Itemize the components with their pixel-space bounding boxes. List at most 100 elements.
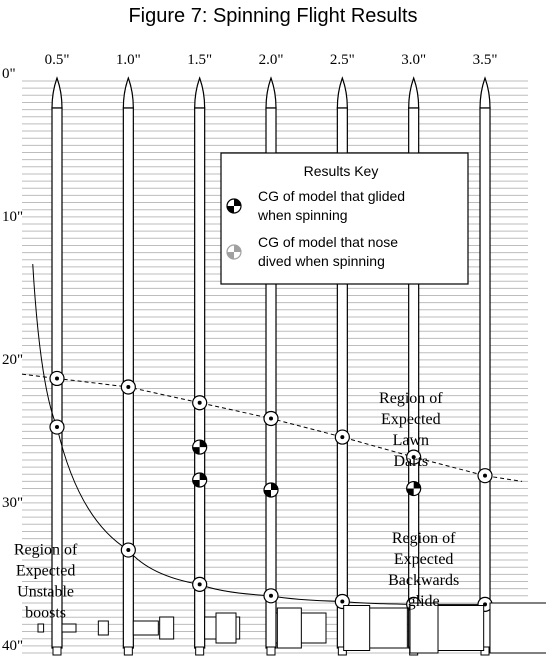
boundary-marker: [477, 468, 493, 484]
boundary-marker: [192, 576, 208, 592]
legend-title: Results Key: [304, 163, 379, 179]
region-label-line: Region of: [14, 541, 78, 558]
rocket-nozzle: [266, 646, 276, 656]
fin-right: [489, 602, 546, 654]
boundary-marker: [263, 588, 279, 604]
x-tick-label: 0.5": [45, 52, 70, 68]
fin-left: [37, 623, 45, 633]
marker-dot: [269, 593, 274, 598]
marker-dot: [411, 455, 416, 460]
region-label-line: Unstable: [17, 583, 74, 600]
rocket-nozzle: [123, 646, 133, 656]
region-label-line: glide: [408, 593, 440, 610]
cg-marker: [192, 439, 208, 455]
x-axis-labels: 0.5" 1.0" 1.5" 2.0" 2.5" 3.0" 3.5": [45, 52, 498, 68]
rocket-body: [265, 76, 277, 656]
cg-quadrant: [199, 440, 207, 448]
fin-left: [97, 620, 109, 636]
data-markers: [49, 370, 493, 612]
marker-dot: [197, 400, 202, 405]
legend-cg-marker: [226, 198, 242, 214]
boundary-marker: [192, 395, 208, 411]
marker-dot: [197, 582, 202, 587]
rocket-nose: [194, 76, 206, 109]
marker-dot: [483, 473, 488, 478]
rocket-body: [479, 76, 491, 656]
boundary-marker: [120, 542, 136, 558]
rocket-tube: [194, 107, 206, 649]
region-label-line: boosts: [25, 604, 66, 621]
rocket-nose: [122, 76, 134, 109]
region-label-line: Expected: [394, 551, 454, 568]
rocket-nose: [479, 76, 491, 109]
fin-right: [132, 620, 159, 636]
cg-quadrant: [271, 482, 279, 490]
x-tick-label: 2.5": [330, 52, 355, 68]
rocket-nose: [408, 76, 420, 109]
y-tick-label: 0": [2, 66, 16, 82]
cg-quadrant: [192, 479, 200, 487]
marker-dot: [340, 599, 345, 604]
rocket-nose: [51, 76, 63, 109]
fin-shapes: [37, 602, 546, 654]
rocket-tube: [479, 107, 491, 649]
region-label-line: Backwards: [388, 572, 459, 589]
legend-box: [220, 152, 469, 285]
fin-left: [343, 605, 371, 651]
fin-left: [409, 602, 439, 654]
region-annotations: Region of Expected Lawn Darts Region of Expec…: [14, 390, 459, 622]
cg-quadrant: [234, 199, 241, 206]
rocket-nose: [265, 76, 277, 109]
boundary-marker: [120, 379, 136, 395]
cg-marker: [192, 472, 208, 488]
marker-dot: [126, 385, 131, 390]
region-label-line: Expected: [381, 411, 441, 428]
cg-marker: [406, 480, 422, 497]
rocket-nose: [336, 76, 348, 109]
legend-entry-line2: dived when spinning: [258, 253, 385, 269]
y-axis-labels: 0" 10" 20" 30" 40": [2, 66, 23, 654]
boundary-marker: [49, 419, 65, 435]
y-tick-label: 40": [2, 638, 23, 654]
rocket-nozzle: [195, 646, 205, 656]
region-label-line: Expected: [16, 562, 76, 579]
boundary-marker: [334, 429, 350, 445]
marker-dot: [55, 376, 59, 381]
legend-entry-line1: CG of model that nose: [258, 234, 398, 250]
fin-left: [215, 612, 237, 644]
cg-quadrant: [413, 481, 421, 489]
cg-quadrant: [192, 447, 200, 455]
boundary-marker: [49, 370, 65, 387]
x-tick-label: 3.5": [473, 52, 498, 68]
boundary-marker: [406, 449, 422, 465]
x-tick-label: 1.5": [187, 52, 212, 68]
rocket-body: [122, 76, 134, 656]
rocket-nozzle: [52, 646, 62, 656]
y-tick-label: 20": [2, 352, 23, 368]
x-tick-label: 3.0": [401, 52, 426, 68]
cg-quadrant: [406, 488, 414, 496]
fin-right: [61, 623, 77, 633]
marker-dot: [340, 435, 345, 440]
rocket-body: [194, 76, 206, 656]
cg-quadrant: [264, 489, 272, 497]
boundary-marker: [263, 410, 279, 427]
y-tick-label: 10": [2, 209, 23, 225]
marker-dot: [126, 548, 131, 553]
cg-marker: [263, 482, 279, 498]
cg-quadrant: [199, 472, 207, 480]
fin-left: [159, 616, 175, 640]
region-label-line: Darts: [393, 453, 428, 470]
results-key: Results Key CG of model that glided when s…: [220, 152, 469, 285]
x-tick-label: 1.0": [116, 52, 141, 68]
marker-dot: [55, 425, 59, 430]
region-label-line: Region of: [392, 530, 456, 547]
legend-entry-line2: when spinning: [257, 207, 348, 223]
cg-quadrant: [234, 245, 241, 252]
chart-title: Figure 7: Spinning Flight Results: [128, 5, 417, 27]
cg-quadrant: [227, 252, 234, 259]
y-tick-label: 30": [2, 495, 23, 511]
region-label-line: Lawn: [393, 432, 429, 449]
rocket-body: [336, 76, 348, 656]
